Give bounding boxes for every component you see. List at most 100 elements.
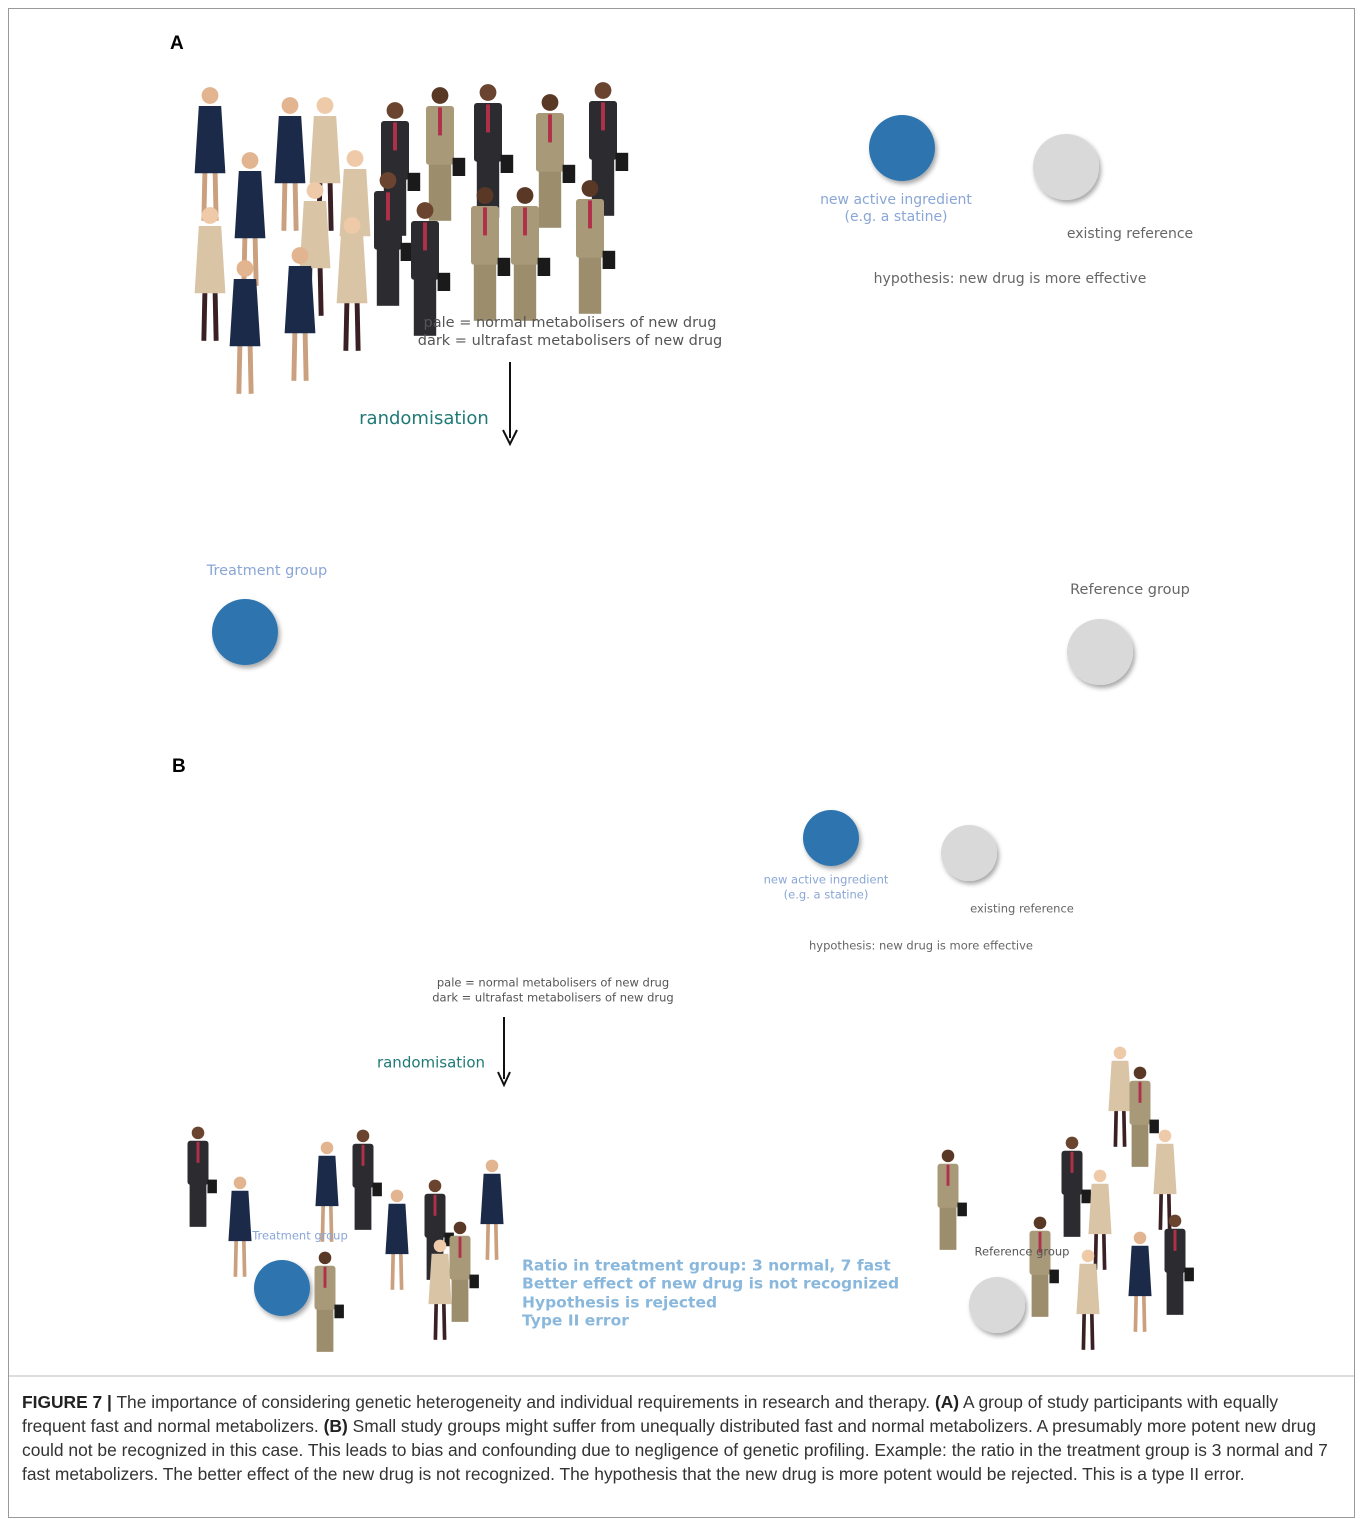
person-icon — [426, 87, 465, 221]
person-icon — [1030, 1217, 1059, 1317]
briefcase — [603, 251, 616, 269]
tie — [393, 122, 397, 150]
result-line: Better effect of new drug is not recogni… — [522, 1275, 899, 1293]
drug-new: new active ingredient — [764, 873, 889, 887]
person-icon — [471, 187, 510, 321]
head — [1134, 1067, 1147, 1080]
person-icon — [230, 260, 261, 394]
tie — [947, 1165, 950, 1186]
person-icon — [1153, 1130, 1176, 1230]
dress — [235, 171, 266, 238]
head — [434, 1240, 447, 1253]
briefcase — [438, 273, 451, 291]
leg — [1124, 1108, 1125, 1147]
arrow-label: randomisation — [359, 408, 489, 429]
head — [292, 247, 309, 264]
leg — [444, 1301, 445, 1340]
head — [429, 1180, 442, 1193]
leg — [215, 289, 216, 341]
leg — [357, 299, 358, 351]
head — [432, 87, 449, 104]
tie — [601, 102, 605, 130]
person-icon — [450, 1222, 479, 1322]
briefcase — [501, 155, 514, 173]
drug-new: new active ingredient — [820, 192, 972, 208]
briefcase — [498, 258, 511, 276]
leg — [1104, 1231, 1105, 1270]
head — [357, 1130, 370, 1143]
trousers — [190, 1178, 207, 1227]
figure-page: A new active ingredient (e.g. a statine)… — [0, 0, 1360, 1519]
head — [542, 94, 559, 111]
head — [595, 82, 612, 99]
leg — [435, 1301, 436, 1340]
dress — [480, 1174, 503, 1224]
leg — [1083, 1311, 1084, 1350]
head — [234, 1177, 247, 1190]
head — [282, 97, 299, 114]
person-icon — [589, 82, 628, 216]
tie — [197, 1142, 200, 1163]
briefcase — [408, 173, 421, 191]
trousers — [1064, 1188, 1081, 1237]
head — [202, 207, 219, 224]
person-icon — [938, 1150, 967, 1250]
tie — [588, 200, 592, 228]
head — [1066, 1137, 1079, 1150]
arrow-label: randomisation — [377, 1054, 485, 1072]
leg — [244, 234, 245, 286]
leg — [401, 1251, 402, 1290]
tie — [423, 222, 427, 250]
leg — [487, 1221, 488, 1260]
person-icon — [275, 97, 306, 231]
pill-reference — [941, 825, 997, 881]
pill-new — [869, 115, 935, 181]
head — [1169, 1215, 1182, 1228]
pill-reference-group — [969, 1277, 1025, 1333]
person-icon — [374, 172, 413, 306]
dress — [195, 106, 226, 173]
tie — [523, 207, 527, 235]
leg — [1092, 1311, 1093, 1350]
tie — [324, 1267, 327, 1288]
head — [1082, 1250, 1095, 1263]
leg — [284, 179, 285, 231]
leg — [239, 342, 240, 394]
head — [344, 217, 361, 234]
pill-treatment — [254, 1260, 310, 1316]
tie — [386, 192, 390, 220]
trousers — [539, 162, 561, 228]
result-line: Type II error — [522, 1312, 629, 1330]
leg — [1144, 1293, 1145, 1332]
head — [242, 152, 259, 169]
head — [319, 1252, 332, 1265]
dress — [337, 236, 368, 303]
tie — [1071, 1152, 1074, 1173]
leg — [244, 1238, 245, 1277]
tie — [548, 114, 552, 142]
leg — [295, 179, 296, 231]
head — [480, 84, 497, 101]
person-icon — [536, 94, 575, 228]
head — [317, 97, 334, 114]
result-line: Hypothesis is rejected — [522, 1294, 717, 1312]
trousers — [1132, 1118, 1149, 1167]
tie — [486, 104, 490, 132]
leg — [1135, 1293, 1136, 1332]
reference-group: Reference group — [1070, 582, 1190, 598]
briefcase — [372, 1183, 381, 1197]
trousers — [514, 255, 536, 321]
dress — [275, 116, 306, 183]
tie — [483, 207, 487, 235]
leg — [1160, 1191, 1161, 1230]
briefcase — [1149, 1120, 1158, 1134]
head — [1114, 1047, 1127, 1060]
legend-dark: dark = ultrafast metabolisers of new dru… — [432, 991, 673, 1005]
leg — [392, 1251, 393, 1290]
tie — [1174, 1230, 1177, 1251]
briefcase — [1184, 1268, 1193, 1282]
trousers — [579, 248, 601, 314]
person-icon — [285, 247, 316, 381]
leg — [305, 329, 306, 381]
drug-new-example: (e.g. a statine) — [844, 209, 947, 225]
